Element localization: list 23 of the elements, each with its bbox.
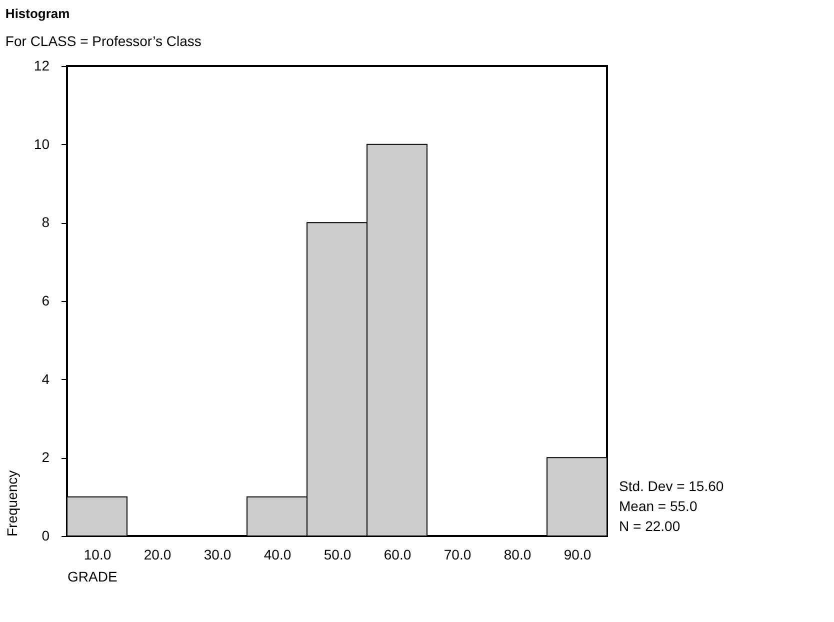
y-tick-label: 12	[34, 58, 50, 74]
x-tick-label: 60.0	[384, 546, 412, 562]
text: Mean = 55.0	[619, 498, 698, 514]
x-tick-label: 20.0	[144, 546, 172, 562]
x-tick-label: 10.0	[84, 546, 112, 562]
y-axis-title: Frequency	[4, 470, 20, 536]
text: Std. Dev = 15.60	[619, 478, 724, 494]
x-tick-label: 30.0	[204, 546, 232, 562]
x-tick-label: 80.0	[504, 546, 532, 562]
y-tick-label: 8	[42, 214, 50, 230]
y-tick-label: 6	[42, 292, 50, 308]
y-tick-label: 2	[42, 449, 50, 466]
x-axis-title: GRADE	[68, 568, 118, 584]
x-tick-label: 50.0	[324, 546, 352, 562]
text: N = 22.00	[619, 518, 680, 534]
chart-subtitle: For CLASS = Professor’s Class	[5, 33, 202, 49]
y-tick-label: 0	[42, 528, 50, 544]
y-tick-label: 10	[34, 136, 50, 152]
x-tick-label: 90.0	[564, 546, 592, 562]
x-tick-label: 70.0	[444, 546, 472, 562]
x-tick-label: 40.0	[264, 546, 292, 562]
chart-title: Histogram	[5, 6, 70, 21]
y-tick-label: 4	[42, 370, 50, 387]
